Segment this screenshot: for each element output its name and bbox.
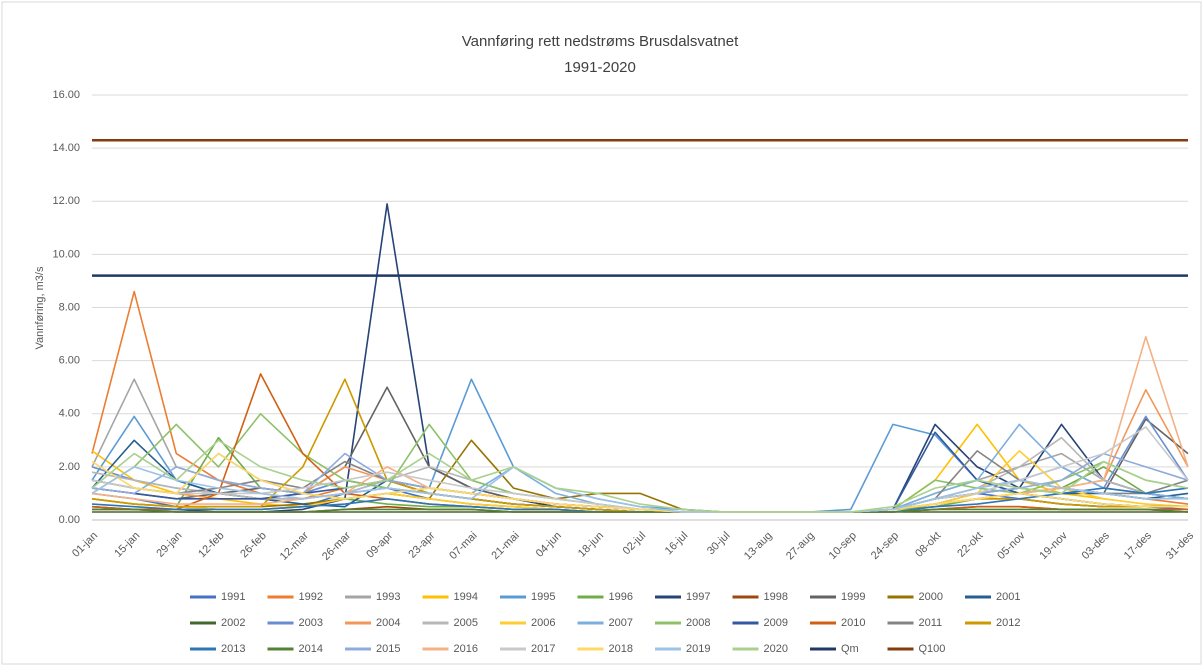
series-line <box>91 439 1189 513</box>
series-line <box>91 452 1188 513</box>
y-tick-label: 14.00 <box>52 142 80 154</box>
legend-label: 2005 <box>454 617 478 629</box>
legend-label: 1994 <box>454 591 478 603</box>
legend-label: 2007 <box>609 617 633 629</box>
legend-label: 2012 <box>996 617 1020 629</box>
legend-label: 2011 <box>919 617 943 629</box>
legend-label: 2006 <box>531 617 555 629</box>
chart-title: Vannføring rett nedstrøms Brusdalsvatnet <box>462 33 739 50</box>
series-line <box>91 466 1188 513</box>
legend-label: 1993 <box>376 591 400 603</box>
legend-label: 2002 <box>221 617 245 629</box>
y-tick-label: 4.00 <box>59 408 80 420</box>
legend-label: 2019 <box>686 643 710 655</box>
legend-label: 2017 <box>531 643 555 655</box>
legend-label: 1996 <box>609 591 633 603</box>
legend-label: 2008 <box>686 617 710 629</box>
legend-label: 2015 <box>376 643 400 655</box>
legend-label: 1995 <box>531 591 555 603</box>
y-tick-label: 8.00 <box>59 301 80 313</box>
legend-label: 2016 <box>454 643 478 655</box>
y-tick-label: 16.00 <box>52 89 80 101</box>
legend-label: 1992 <box>299 591 323 603</box>
legend-label: 2004 <box>376 617 400 629</box>
y-tick-label: 12.00 <box>52 195 80 207</box>
legend-label: 2001 <box>996 591 1020 603</box>
legend-label: 1991 <box>221 591 245 603</box>
legend-label: Qm <box>841 643 859 655</box>
legend-label: 2020 <box>764 643 788 655</box>
legend-label: 2014 <box>299 643 323 655</box>
legend-label: 2009 <box>764 617 788 629</box>
y-axis-label: Vannføring, m3/s <box>34 266 46 349</box>
y-tick-label: 6.00 <box>59 355 80 367</box>
y-tick-label: 2.00 <box>59 461 80 473</box>
legend-label: 1999 <box>841 591 865 603</box>
legend-label: 2010 <box>841 617 865 629</box>
legend-label: Q100 <box>919 643 946 655</box>
legend-label: 2000 <box>919 591 943 603</box>
legend-label: 1998 <box>764 591 788 603</box>
legend-label: 2018 <box>609 643 633 655</box>
chart-subtitle: 1991-2020 <box>564 59 636 76</box>
y-tick-label: 10.00 <box>52 248 80 260</box>
legend-label: 2003 <box>299 617 323 629</box>
y-tick-label: 0.00 <box>59 514 80 526</box>
legend-label: 2013 <box>221 643 245 655</box>
series-line <box>92 508 1189 513</box>
legend-label: 1997 <box>686 591 710 603</box>
